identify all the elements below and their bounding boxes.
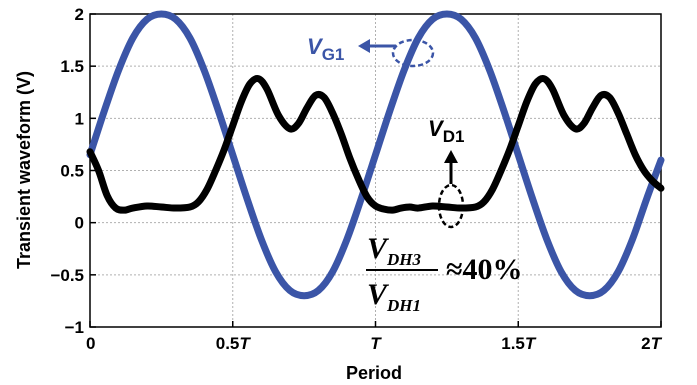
vg1-arrow-head <box>358 39 370 53</box>
y-tick-label: 1.5 <box>60 57 84 76</box>
vg1-label-main: V <box>307 34 324 59</box>
vg1-marker-ellipse <box>391 38 435 68</box>
y-tick-label: 0 <box>75 214 84 233</box>
grid-lines <box>90 14 661 327</box>
ratio-denominator-sub: DH1 <box>386 296 421 315</box>
vg1-annotation: VG1 <box>307 34 435 68</box>
vd1-annotation: VD1 <box>428 116 465 229</box>
vd1-marker-ellipse <box>437 183 465 229</box>
x-tick-label: 0.5T <box>216 334 252 353</box>
y-tick-label: 2 <box>75 5 84 24</box>
y-tick-label: −0.5 <box>50 266 84 285</box>
svg-text:VG1: VG1 <box>307 34 344 64</box>
vd1-series-line <box>86 75 665 214</box>
svg-text:VDH3: VDH3 <box>367 232 422 269</box>
vg1-label-sub: G1 <box>322 45 345 64</box>
ratio-value: ≈40% <box>446 253 522 286</box>
axis-ticks: 0 0.5T T 1.5T 2T −1 −0.5 0 0.5 1 1.5 2 <box>50 5 662 353</box>
vd1-arrow-head <box>444 150 458 163</box>
y-axis-label: Transient waveform (V) <box>14 71 34 269</box>
y-tick-label: −1 <box>65 318 84 337</box>
vg1-series-line <box>86 10 665 300</box>
y-tick-label: 0.5 <box>60 162 84 181</box>
vd1-label-sub: D1 <box>443 127 465 146</box>
ratio-numerator-sub: DH3 <box>386 250 422 269</box>
x-tick-label: 2T <box>641 334 662 353</box>
ratio-numerator-main: V <box>367 232 390 265</box>
harmonic-ratio-annotation: VDH3 VDH1 ≈40% <box>366 232 522 315</box>
x-tick-label: 0 <box>86 334 95 353</box>
y-tick-label: 1 <box>75 109 84 128</box>
x-tick-label: T <box>370 334 382 353</box>
x-tick-label: 1.5T <box>501 334 537 353</box>
svg-text:VDH1: VDH1 <box>367 278 421 315</box>
svg-text:VD1: VD1 <box>428 116 464 146</box>
vd1-label-main: V <box>428 116 445 141</box>
series-group <box>86 10 665 300</box>
ratio-denominator-main: V <box>367 278 390 311</box>
x-axis-label: Period <box>346 363 402 383</box>
